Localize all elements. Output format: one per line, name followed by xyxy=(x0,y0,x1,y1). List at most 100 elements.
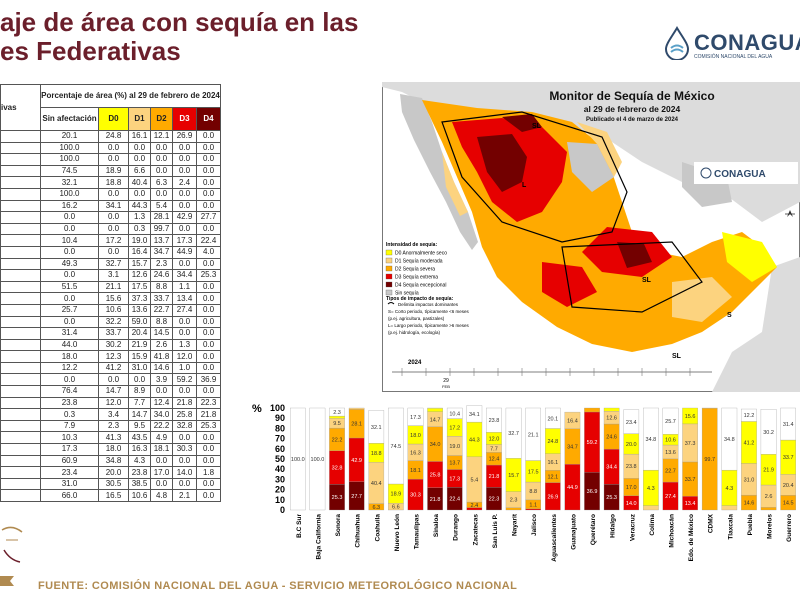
bar-value-label: 18.0 xyxy=(410,433,421,439)
table-row: 31.0 30.5 38.5 0.0 0.0 0.0 xyxy=(0,477,221,491)
value-cell: 0.0 xyxy=(172,327,197,340)
bar-value-label: 20.4 xyxy=(783,483,794,489)
bar-value-label: 27.4 xyxy=(665,494,676,500)
bar-segment-d1 xyxy=(643,505,659,511)
map-logo-name: CONAGUA xyxy=(714,169,766,180)
x-category-label: Tlaxcala xyxy=(727,514,734,540)
value-cell: 0.0 xyxy=(172,164,197,178)
legend-label-0: D0 Anormalmente seco xyxy=(395,251,447,257)
south-d1-area xyxy=(672,277,732,322)
state-name-cell xyxy=(0,431,41,445)
value-cell: 23.8 xyxy=(40,396,99,410)
bar-value-label: 33.7 xyxy=(783,455,794,461)
value-cell: 32.2 xyxy=(98,315,129,329)
value-cell: 3.4 xyxy=(98,408,129,421)
value-cell: 0.0 xyxy=(196,454,221,468)
bar-value-label: 32.7 xyxy=(508,431,519,437)
bar-value-label: 2.4 xyxy=(471,503,479,509)
bar-value-label: 12.2 xyxy=(744,413,755,419)
value-cell: 20.4 xyxy=(128,327,151,340)
value-cell: 0.0 xyxy=(98,141,129,155)
table-row: 66.0 16.5 10.6 4.8 2.1 0.0 xyxy=(0,489,221,502)
bar-segment-sin-afectación xyxy=(290,407,306,511)
value-cell: 15.9 xyxy=(128,350,151,363)
legend-swatch-0 xyxy=(385,249,393,256)
x-category-label: Guanajuato xyxy=(570,514,577,550)
table-group-header: Porcentaje de área (%) al 29 de febrero … xyxy=(40,84,221,108)
value-cell: 0.0 xyxy=(196,477,221,491)
state-name-cell xyxy=(0,211,41,224)
value-cell: 24.6 xyxy=(150,269,173,282)
value-cell: 38.5 xyxy=(128,477,151,491)
timeline-marker: 29 xyxy=(443,378,449,384)
table-row: 49.3 32.7 15.7 2.3 0.0 0.0 xyxy=(0,257,221,271)
bar-value-label: 41.2 xyxy=(744,440,755,446)
map-title: Monitor de Sequía de México xyxy=(549,89,714,103)
value-cell: 42.9 xyxy=(172,211,197,224)
value-cell: 28.1 xyxy=(150,211,173,224)
legend-swatch-5 xyxy=(385,289,393,296)
col-header-4: D3 xyxy=(172,107,197,131)
value-cell: 17.3 xyxy=(40,443,99,456)
compass-icon xyxy=(785,210,795,217)
bar-segment-d1 xyxy=(348,407,365,410)
state-column-header: ivas xyxy=(0,84,41,131)
impact-item-1: S= Corto periodo, típicamente <6 meses xyxy=(388,309,470,314)
bar-value-label: 34.8 xyxy=(724,437,735,443)
x-category-label: Querétaro xyxy=(590,514,597,545)
value-cell: 13.7 xyxy=(150,234,173,247)
logo-subtitle: COMISIÓN NACIONAL DEL AGUA xyxy=(694,54,773,60)
value-cell: 18.0 xyxy=(98,443,129,456)
value-cell: 22.3 xyxy=(196,396,221,410)
bar-value-label: 74.5 xyxy=(391,444,402,450)
value-cell: 0.0 xyxy=(150,164,173,178)
value-cell: 33.7 xyxy=(150,292,173,305)
x-category-label: Sinaloa xyxy=(433,514,440,538)
bar-segment-sin-afectación xyxy=(407,407,424,426)
bar-value-label: 33.7 xyxy=(685,477,696,483)
table-row: 16.2 34.1 44.3 5.4 0.0 0.0 xyxy=(0,199,221,213)
value-cell: 0.3 xyxy=(40,408,99,421)
bar-value-label: 19.0 xyxy=(449,444,460,450)
bar-segment-sin-afectación xyxy=(466,405,483,423)
coahuila-gray-area xyxy=(567,142,614,192)
value-cell: 18.0 xyxy=(40,350,99,363)
value-cell: 8.8 xyxy=(150,315,173,329)
bar-value-label: 22.2 xyxy=(332,437,343,443)
value-cell: 16.1 xyxy=(128,130,151,143)
bar-value-label: 34.1 xyxy=(469,412,480,418)
value-cell: 100.0 xyxy=(40,153,99,166)
value-cell: 18.1 xyxy=(150,443,173,456)
value-cell: 0.0 xyxy=(128,373,151,387)
bar-value-label: 16.4 xyxy=(567,418,578,424)
table-row: 10.3 41.3 43.5 4.9 0.0 0.0 xyxy=(0,431,221,445)
bar-segment-d0 xyxy=(603,407,620,412)
value-cell: 0.0 xyxy=(172,199,197,213)
value-cell: 20.1 xyxy=(40,130,99,143)
value-cell: 14.0 xyxy=(172,466,197,479)
state-name-cell xyxy=(0,396,41,410)
value-cell: 21.1 xyxy=(98,280,129,294)
x-category-label: B.C Sur xyxy=(296,514,303,538)
timeline-month: FEB xyxy=(442,384,450,389)
x-category-label: Michoacán xyxy=(669,514,676,548)
baja-sur-drought xyxy=(442,152,468,216)
legend-label-1: D1 Sequía moderada xyxy=(395,259,443,265)
value-cell: 22.7 xyxy=(150,303,173,317)
value-cell: 0.0 xyxy=(196,431,221,445)
x-category-label: Baja California xyxy=(315,514,322,560)
value-cell: 59.0 xyxy=(128,315,151,329)
x-category-label: Aguascalientes xyxy=(551,514,558,562)
table-row: 18.0 12.3 15.9 41.8 12.0 0.0 xyxy=(0,350,221,363)
value-cell: 0.0 xyxy=(196,361,221,375)
value-cell: 43.5 xyxy=(128,431,151,445)
central-america-land xyxy=(712,257,800,392)
bar-value-label: 32.1 xyxy=(371,425,382,431)
bar-value-label: 17.3 xyxy=(449,476,460,482)
value-cell: 2.1 xyxy=(172,489,197,502)
value-cell: 99.7 xyxy=(150,222,173,236)
state-name-cell xyxy=(0,385,41,398)
value-cell: 14.5 xyxy=(150,327,173,340)
bar-segment-sin-afectación xyxy=(525,407,541,461)
impact-item-4: (p.ej. hidrología, ecología) xyxy=(388,330,441,335)
